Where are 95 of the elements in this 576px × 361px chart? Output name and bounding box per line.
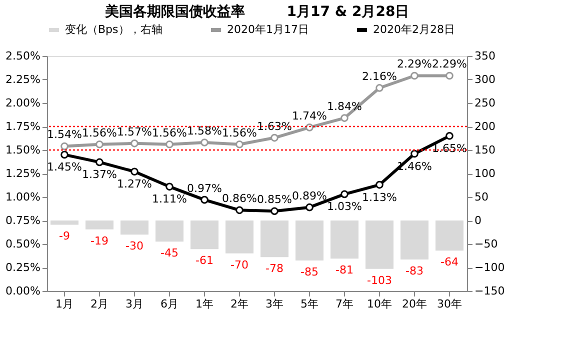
point [60, 142, 68, 150]
y-tick-label: 1.00% [6, 190, 40, 204]
x-tick-label: 7年 [336, 298, 354, 310]
x-tick-label: 2年 [230, 298, 248, 310]
point [446, 72, 454, 80]
x-tick-label: 20年 [402, 298, 427, 310]
y2-tick-label: 100 [474, 167, 496, 180]
y-tick-label: 1.75% [6, 120, 40, 133]
y-tick-label: 0.75% [6, 214, 40, 227]
point [340, 190, 348, 198]
point [340, 114, 348, 122]
point [60, 150, 68, 159]
data-label: 1.45% [47, 160, 82, 174]
data-label: 2.29% [432, 58, 467, 71]
data-label: -9 [59, 230, 70, 243]
x-tick-label: 6月 [160, 298, 178, 310]
y2-tick-label: 300 [474, 73, 496, 86]
point [306, 203, 314, 212]
data-label: -64 [440, 256, 458, 269]
x-tick-label: 1年 [196, 298, 214, 310]
legend-label: 2020年2月28日 [373, 23, 455, 36]
x-tick-label: 3年 [266, 298, 284, 310]
point [200, 138, 208, 146]
y-tick-label: 1.25% [6, 167, 40, 180]
data-label: 0.86% [222, 192, 257, 206]
x-tick-label: 1月 [56, 298, 74, 310]
data-label: 1.56% [152, 126, 187, 140]
y-tick-label: 0.50% [6, 238, 40, 250]
point [376, 180, 384, 189]
y2-tick-label: 200 [474, 120, 496, 133]
data-label: 1.84% [327, 100, 362, 114]
point [410, 150, 418, 158]
data-label: -81 [336, 264, 354, 277]
point [166, 140, 174, 148]
data-label: -85 [300, 265, 318, 278]
data-label: 1.27% [117, 178, 152, 191]
data-label: 1.54% [47, 128, 82, 142]
y2-tick-label: 0 [474, 214, 482, 227]
y2-tick-label: −100 [474, 261, 505, 274]
data-label: 1.56% [222, 126, 257, 140]
y2-tick-label: 250 [474, 96, 496, 110]
point [130, 140, 138, 148]
data-label: -70 [230, 258, 248, 272]
point [270, 134, 278, 142]
point [376, 84, 384, 92]
point [236, 206, 244, 214]
data-label: 1.74% [292, 109, 327, 122]
data-label: -19 [90, 234, 108, 248]
data-label: -45 [160, 246, 178, 260]
data-label: -103 [367, 274, 392, 287]
y2-tick-label: −150 [474, 284, 505, 298]
point [96, 158, 104, 166]
y-tick-label: 2.50% [6, 50, 40, 62]
x-tick-label: 3月 [126, 298, 144, 310]
data-label: -30 [126, 240, 144, 253]
x-tick-label: 30年 [437, 298, 462, 310]
data-label: 2.29% [397, 58, 432, 71]
chart-title: 美国各期限国债收益率 1月17 & 2月28日 [104, 3, 410, 20]
data-label: 1.03% [327, 200, 362, 214]
data-label: 1.56% [82, 126, 117, 140]
point [410, 72, 418, 80]
data-label: 1.11% [152, 192, 187, 206]
legend-label: 变化（Bps），右轴 [65, 23, 162, 36]
y-tick-label: 1.50% [6, 144, 40, 156]
point [200, 196, 208, 204]
data-label: -78 [266, 262, 284, 276]
data-label: 1.63% [257, 120, 292, 133]
data-label: -83 [406, 264, 424, 278]
point [96, 140, 104, 148]
data-label: 0.97% [187, 182, 222, 195]
y2-tick-label: 50 [474, 190, 488, 204]
data-label: 2.16% [362, 70, 397, 83]
x-tick-label: 2月 [90, 298, 108, 310]
point [306, 124, 314, 132]
data-label: 0.89% [292, 189, 327, 202]
data-label: 1.37% [82, 168, 117, 182]
x-tick-label: 5年 [300, 298, 318, 310]
y-tick-label: 0.25% [6, 261, 40, 274]
y2-tick-label: 350 [474, 50, 496, 62]
data-label: -61 [196, 254, 214, 268]
point [270, 207, 278, 216]
data-label: 1.13% [362, 190, 397, 204]
y-tick-label: 2.00% [6, 96, 40, 110]
y2-tick-label: −50 [474, 238, 498, 250]
point [446, 132, 454, 140]
point [130, 168, 138, 176]
y-tick-label: 2.25% [6, 73, 40, 86]
point [166, 182, 174, 191]
y2-tick-label: 150 [474, 144, 496, 156]
point [236, 140, 244, 148]
y-tick-label: 0.00% [6, 284, 40, 298]
data-label: 1.57% [117, 125, 152, 138]
data-label: 0.85% [257, 193, 292, 206]
x-tick-label: 10年 [367, 298, 392, 310]
legend-label: 2020年1月17日 [227, 23, 309, 36]
